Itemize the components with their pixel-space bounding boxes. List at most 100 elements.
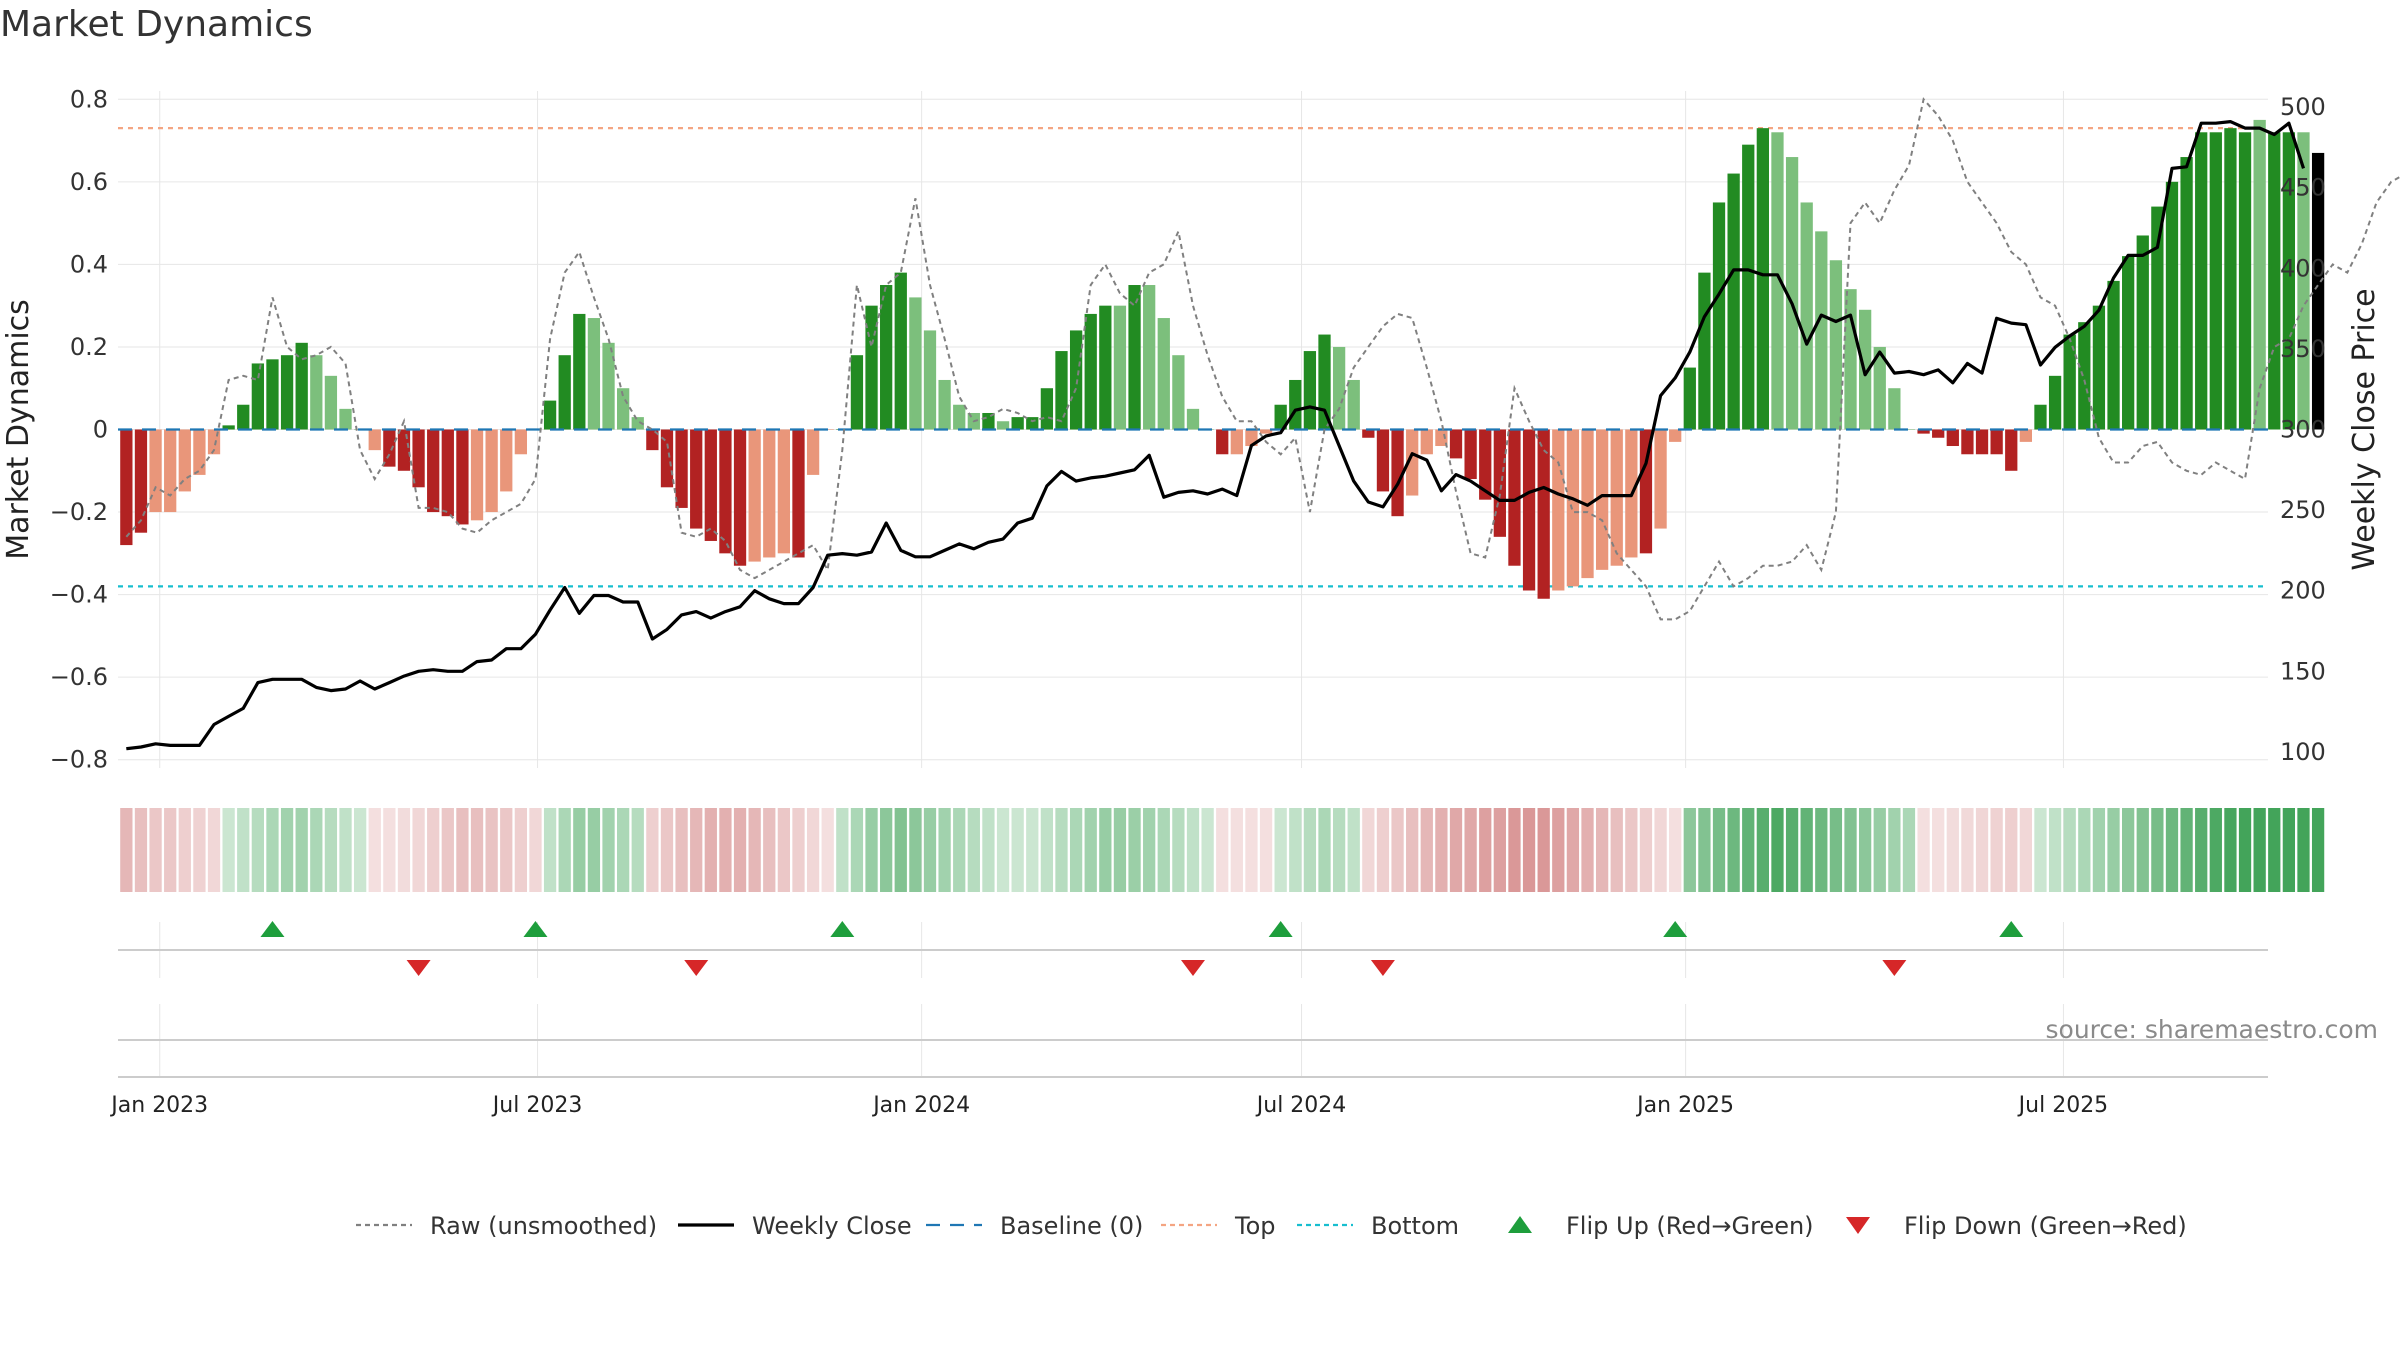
y-tick-label: −0.2 bbox=[50, 498, 108, 526]
momentum-bar bbox=[1011, 417, 1024, 430]
momentum-bar bbox=[1113, 305, 1127, 430]
momentum-bar bbox=[1172, 355, 1185, 430]
regime-strip-cell bbox=[1040, 808, 1054, 892]
momentum-bar bbox=[1522, 429, 1536, 591]
momentum-bar bbox=[1829, 260, 1843, 430]
regime-strip-cell bbox=[646, 808, 659, 892]
regime-strip-cell bbox=[353, 808, 367, 892]
momentum-bar bbox=[1756, 128, 1769, 430]
regime-strip-cell bbox=[2195, 808, 2208, 892]
flip-down-marker bbox=[1882, 960, 1907, 976]
y-tick-label: 0.6 bbox=[70, 168, 108, 196]
regime-strip-cell bbox=[865, 808, 878, 892]
momentum-bar bbox=[1975, 429, 1989, 455]
regime-strip-cell bbox=[543, 808, 557, 892]
momentum-bar bbox=[2253, 119, 2266, 430]
flip-down-marker bbox=[406, 960, 431, 976]
flip-down-marker bbox=[684, 960, 709, 976]
regime-strip-cell bbox=[1318, 808, 1331, 892]
legend-label-raw: Raw (unsmoothed) bbox=[430, 1212, 657, 1240]
regime-strip-cell bbox=[2311, 808, 2325, 892]
momentum-bar bbox=[383, 429, 396, 467]
regime-strip-cell bbox=[704, 808, 717, 892]
regime-strip-cell bbox=[2107, 808, 2120, 892]
regime-strip-cell bbox=[266, 808, 279, 892]
regime-strip-cell bbox=[1332, 808, 1346, 892]
momentum-bar bbox=[339, 408, 352, 430]
momentum-bar bbox=[1742, 144, 1755, 430]
regime-strip-cell bbox=[1026, 808, 1039, 892]
momentum-bar bbox=[2268, 132, 2281, 430]
momentum-bar bbox=[2078, 322, 2091, 430]
y-tick-label: −0.6 bbox=[50, 663, 108, 691]
regime-strip-cell bbox=[1143, 808, 1156, 892]
regime-strip-cell bbox=[1245, 808, 1258, 892]
momentum-bar bbox=[1435, 429, 1448, 447]
legend-label-bottom_line: Bottom bbox=[1371, 1212, 1459, 1240]
regime-strip-cell bbox=[733, 808, 747, 892]
momentum-bar bbox=[1040, 388, 1054, 430]
momentum-bar bbox=[514, 429, 528, 455]
regime-strip-cell bbox=[1347, 808, 1360, 892]
regime-strip-cell bbox=[1362, 808, 1375, 892]
regime-strip-cell bbox=[485, 808, 498, 892]
momentum-bar bbox=[310, 355, 323, 430]
regime-strip-cell bbox=[383, 808, 396, 892]
momentum-bar bbox=[2048, 375, 2062, 430]
flip-up-marker bbox=[1268, 921, 1293, 937]
regime-strip-cell bbox=[2048, 808, 2062, 892]
legend-label-baseline: Baseline (0) bbox=[1000, 1212, 1143, 1240]
regime-strip-cell bbox=[1669, 808, 1682, 892]
flip-up-marker bbox=[1663, 921, 1688, 937]
momentum-bar bbox=[1508, 429, 1521, 566]
regime-strip-cell bbox=[1274, 808, 1287, 892]
legend-label-flip_up: Flip Up (Red→Green) bbox=[1566, 1212, 1814, 1240]
y-tick-label: −0.8 bbox=[50, 746, 108, 774]
regime-strip-cell bbox=[909, 808, 922, 892]
regime-strip-cell bbox=[310, 808, 323, 892]
regime-strip-cell bbox=[953, 808, 966, 892]
regime-strip-cell bbox=[938, 808, 951, 892]
regime-strip-cell bbox=[500, 808, 513, 892]
momentum-bar bbox=[2136, 235, 2149, 430]
y-axis-title: Market Dynamics bbox=[1, 299, 36, 560]
momentum-bar bbox=[2107, 280, 2120, 430]
regime-strip-cell bbox=[821, 808, 834, 892]
regime-strip-cell bbox=[1917, 808, 1930, 892]
momentum-bar bbox=[1406, 429, 1419, 496]
momentum-bar bbox=[2311, 152, 2325, 430]
flip-up-marker bbox=[260, 921, 285, 937]
regime-strip-cell bbox=[1084, 808, 1097, 892]
regime-strip-cell bbox=[193, 808, 206, 892]
y2-tick-label: 350 bbox=[2280, 335, 2326, 363]
momentum-bar bbox=[427, 429, 440, 513]
regime-strip-cell bbox=[1289, 808, 1302, 892]
regime-strip-cell bbox=[1157, 808, 1170, 892]
y2-tick-label: 300 bbox=[2280, 416, 2326, 444]
regime-strip-cell bbox=[2238, 808, 2252, 892]
regime-strip-cell bbox=[1230, 808, 1243, 892]
momentum-bar bbox=[149, 429, 162, 513]
momentum-bar bbox=[266, 359, 279, 430]
x-tick-label: Jul 2023 bbox=[491, 1093, 583, 1118]
momentum-bar bbox=[587, 318, 601, 430]
momentum-bar bbox=[2238, 132, 2252, 430]
regime-strip-cell bbox=[149, 808, 162, 892]
momentum-bar bbox=[1216, 429, 1229, 455]
momentum-bar bbox=[2063, 334, 2076, 430]
regime-strip-cell bbox=[1625, 808, 1638, 892]
regime-strip-cell bbox=[923, 808, 937, 892]
flip-down-marker bbox=[1181, 960, 1205, 976]
regime-strip-cell bbox=[529, 808, 542, 892]
regime-strip-cell bbox=[1479, 808, 1492, 892]
regime-strip-cell bbox=[2180, 808, 2193, 892]
flip-up-marker bbox=[523, 921, 548, 937]
y2-tick-label: 500 bbox=[2280, 93, 2326, 121]
regime-strip-cell bbox=[1420, 808, 1433, 892]
momentum-bar bbox=[280, 355, 294, 430]
flip-up-marker bbox=[830, 921, 855, 937]
regime-strip-cell bbox=[1522, 808, 1536, 892]
momentum-bar bbox=[733, 429, 747, 566]
momentum-bar bbox=[1069, 330, 1083, 430]
regime-strip-cell bbox=[251, 808, 264, 892]
